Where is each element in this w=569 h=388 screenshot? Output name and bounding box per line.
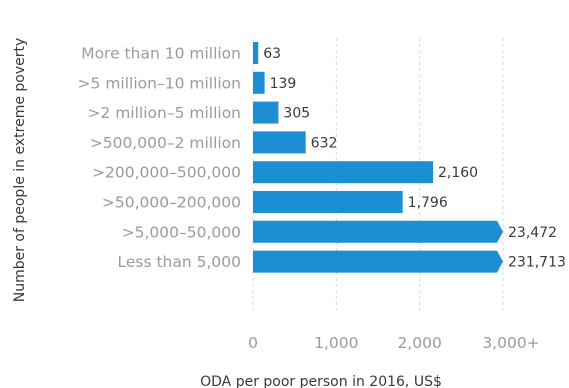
- x-tick-label: 0: [248, 334, 258, 352]
- category-labels: More than 10 million >5 million–10 millio…: [78, 45, 241, 272]
- category-label: >200,000–500,000: [92, 164, 241, 182]
- x-axis-title: ODA per poor person in 2016, US$: [200, 374, 442, 388]
- bar: [253, 101, 279, 124]
- value-label: 23,472: [508, 225, 557, 241]
- x-tick-labels: 0 1,000 2,000 3,000+: [248, 334, 540, 352]
- x-tick-label: 3,000+: [482, 334, 539, 352]
- bar: [253, 161, 433, 184]
- y-axis-title: Number of people in extreme poverty: [12, 38, 28, 303]
- bar: [253, 131, 306, 154]
- category-label: >5 million–10 million: [78, 74, 241, 92]
- category-label: >2 million–5 million: [87, 104, 241, 122]
- bar: [253, 220, 503, 243]
- x-tick-label: 2,000: [397, 334, 441, 352]
- bar: [253, 71, 265, 94]
- x-tick-label: 1,000: [314, 334, 358, 352]
- value-label: 231,713: [508, 255, 566, 271]
- category-label: More than 10 million: [81, 45, 241, 63]
- value-label: 63: [263, 46, 281, 62]
- category-label: Less than 5,000: [117, 253, 241, 271]
- value-label: 632: [311, 135, 338, 151]
- value-label: 2,160: [438, 165, 478, 181]
- bars: [253, 42, 503, 273]
- bar: [253, 250, 503, 273]
- bar: [253, 191, 403, 213]
- category-label: >500,000–2 million: [90, 134, 241, 152]
- category-label: >50,000–200,000: [102, 194, 241, 212]
- value-label: 305: [283, 106, 310, 122]
- value-label: 1,796: [408, 195, 448, 211]
- value-label: 139: [270, 76, 297, 92]
- bar: [253, 42, 259, 64]
- category-label: >5,000–50,000: [122, 223, 241, 241]
